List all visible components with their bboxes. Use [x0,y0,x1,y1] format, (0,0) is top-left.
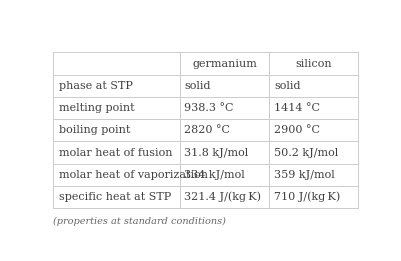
Text: (properties at standard conditions): (properties at standard conditions) [53,217,226,226]
Text: phase at STP: phase at STP [59,81,133,91]
Text: 50.2 kJ/mol: 50.2 kJ/mol [274,147,338,158]
Text: silicon: silicon [295,58,332,69]
Text: 359 kJ/mol: 359 kJ/mol [274,170,335,180]
Text: 31.8 kJ/mol: 31.8 kJ/mol [184,147,248,158]
Text: 938.3 °C: 938.3 °C [184,103,234,113]
Text: melting point: melting point [59,103,134,113]
Text: 2820 °C: 2820 °C [184,125,230,135]
Text: germanium: germanium [192,58,257,69]
Text: 334 kJ/mol: 334 kJ/mol [184,170,245,180]
Text: 1414 °C: 1414 °C [274,103,320,113]
Text: specific heat at STP: specific heat at STP [59,192,171,202]
Text: solid: solid [184,81,211,91]
Text: molar heat of vaporization: molar heat of vaporization [59,170,208,180]
Text: 321.4 J/(kg K): 321.4 J/(kg K) [184,192,261,202]
Text: molar heat of fusion: molar heat of fusion [59,147,172,158]
Text: solid: solid [274,81,300,91]
Text: boiling point: boiling point [59,125,130,135]
Text: 710 J/(kg K): 710 J/(kg K) [274,192,340,202]
Text: 2900 °C: 2900 °C [274,125,320,135]
